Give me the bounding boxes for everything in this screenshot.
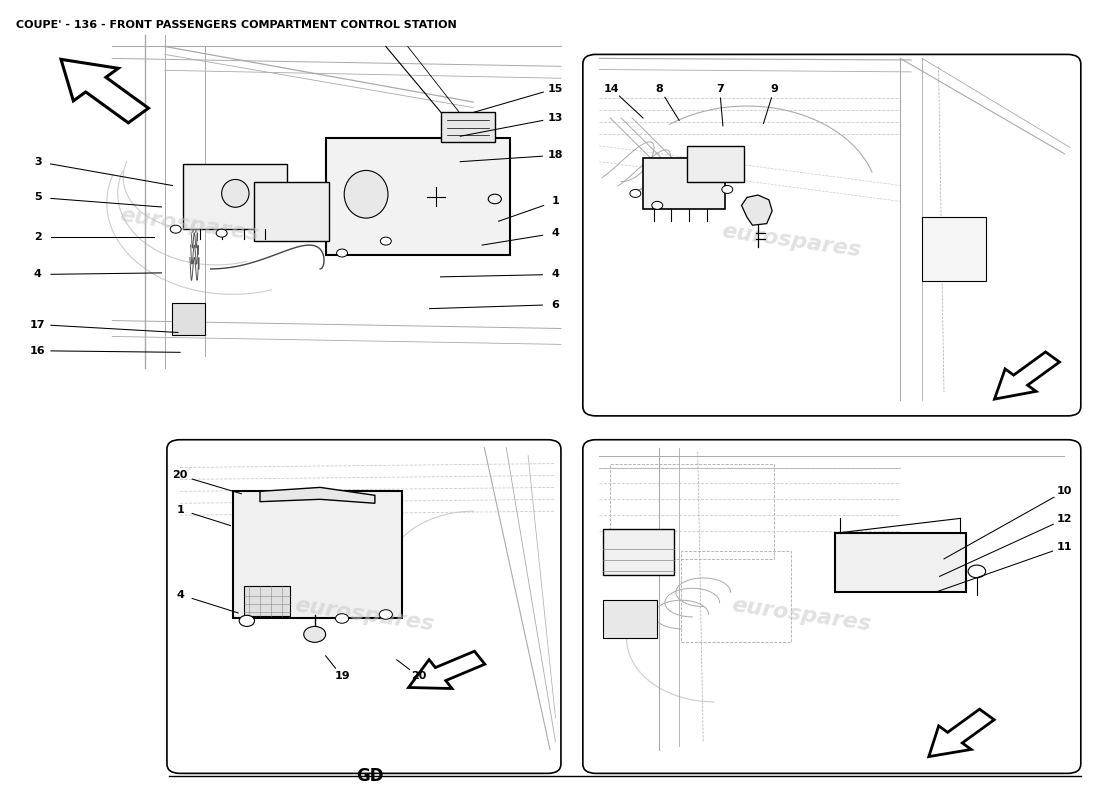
Text: 20: 20 bbox=[173, 470, 188, 481]
Text: 11: 11 bbox=[1057, 542, 1072, 552]
Text: eurospares: eurospares bbox=[719, 222, 862, 261]
Polygon shape bbox=[741, 195, 772, 226]
Text: eurospares: eurospares bbox=[730, 595, 872, 634]
FancyBboxPatch shape bbox=[583, 440, 1081, 774]
Ellipse shape bbox=[344, 170, 388, 218]
Text: 3: 3 bbox=[34, 157, 42, 166]
Text: 4: 4 bbox=[34, 270, 42, 279]
Polygon shape bbox=[994, 352, 1059, 399]
Text: 13: 13 bbox=[548, 113, 563, 123]
Text: COUPE' - 136 - FRONT PASSENGERS COMPARTMENT CONTROL STATION: COUPE' - 136 - FRONT PASSENGERS COMPARTM… bbox=[15, 20, 456, 30]
Text: 18: 18 bbox=[548, 150, 563, 160]
FancyBboxPatch shape bbox=[441, 112, 495, 142]
Text: 8: 8 bbox=[656, 83, 663, 94]
Text: GD: GD bbox=[355, 766, 383, 785]
FancyBboxPatch shape bbox=[173, 303, 206, 335]
FancyBboxPatch shape bbox=[922, 218, 986, 281]
FancyBboxPatch shape bbox=[167, 440, 561, 774]
Circle shape bbox=[336, 614, 349, 623]
Circle shape bbox=[652, 202, 662, 210]
Text: 1: 1 bbox=[551, 196, 559, 206]
Text: 10: 10 bbox=[1057, 486, 1072, 496]
FancyBboxPatch shape bbox=[243, 586, 289, 616]
Text: eurospares: eurospares bbox=[118, 206, 260, 245]
FancyBboxPatch shape bbox=[254, 182, 329, 241]
Circle shape bbox=[381, 237, 392, 245]
Text: 17: 17 bbox=[30, 319, 45, 330]
FancyBboxPatch shape bbox=[603, 529, 673, 574]
FancyBboxPatch shape bbox=[232, 491, 403, 618]
Text: 2: 2 bbox=[34, 232, 42, 242]
Polygon shape bbox=[928, 709, 994, 757]
Circle shape bbox=[217, 229, 227, 237]
Text: 6: 6 bbox=[551, 300, 560, 310]
Text: 1: 1 bbox=[176, 505, 184, 514]
Text: 12: 12 bbox=[1057, 514, 1072, 524]
Polygon shape bbox=[60, 59, 148, 123]
Text: 15: 15 bbox=[548, 83, 563, 94]
Polygon shape bbox=[260, 487, 375, 503]
Circle shape bbox=[239, 615, 254, 626]
Text: eurospares: eurospares bbox=[293, 595, 434, 634]
Text: 19: 19 bbox=[334, 671, 350, 682]
Polygon shape bbox=[408, 651, 485, 689]
Circle shape bbox=[304, 626, 326, 642]
Circle shape bbox=[968, 565, 986, 578]
Text: 16: 16 bbox=[30, 346, 45, 356]
Text: 4: 4 bbox=[551, 228, 560, 238]
Ellipse shape bbox=[222, 179, 249, 207]
Circle shape bbox=[630, 190, 641, 198]
FancyBboxPatch shape bbox=[326, 138, 509, 255]
FancyBboxPatch shape bbox=[583, 54, 1081, 416]
FancyBboxPatch shape bbox=[603, 600, 658, 638]
FancyBboxPatch shape bbox=[644, 158, 725, 210]
FancyBboxPatch shape bbox=[835, 533, 966, 592]
Circle shape bbox=[170, 226, 182, 233]
Circle shape bbox=[337, 249, 348, 257]
Text: 4: 4 bbox=[176, 590, 184, 600]
Text: 4: 4 bbox=[551, 270, 560, 279]
FancyBboxPatch shape bbox=[184, 164, 287, 229]
Text: 9: 9 bbox=[770, 83, 779, 94]
Text: 5: 5 bbox=[34, 193, 42, 202]
Circle shape bbox=[379, 610, 393, 619]
Text: 20: 20 bbox=[411, 671, 427, 682]
FancyBboxPatch shape bbox=[686, 146, 744, 182]
Circle shape bbox=[722, 186, 733, 194]
Text: 14: 14 bbox=[604, 83, 619, 94]
Text: 7: 7 bbox=[716, 83, 724, 94]
